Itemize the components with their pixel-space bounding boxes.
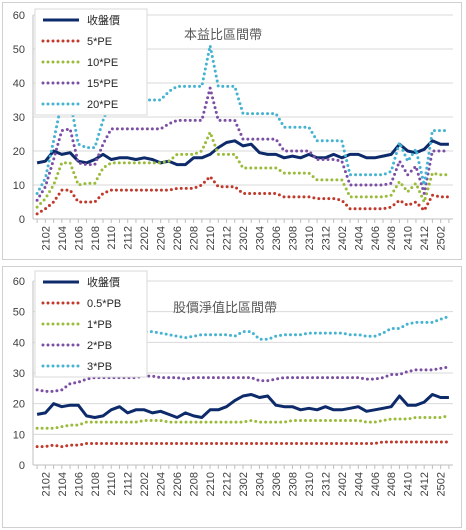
x-tick-label: 2410 <box>403 472 415 496</box>
legend-label-2: 1*PB <box>87 319 112 331</box>
x-tick-label: 2404 <box>353 226 365 250</box>
x-tick-label: 2110 <box>106 472 118 496</box>
series-line-1 <box>35 440 451 449</box>
y-tick-label: 60 <box>13 10 25 22</box>
x-tick-label: 2212 <box>222 472 234 496</box>
x-tick-label: 2312 <box>320 226 332 250</box>
legend-label-1: 0.5*PB <box>87 298 121 310</box>
x-tick-label: 2302 <box>238 472 250 496</box>
x-tick-label: 2110 <box>106 226 118 250</box>
x-tick-label: 2112 <box>123 472 135 496</box>
x-tick-label: 2204 <box>156 472 168 496</box>
x-tick-label: 2502 <box>436 472 448 496</box>
pb-band-chart: 0 10 20 30 40 50 60 2102 2104 2106 2108 2110 2112 220… <box>13 270 453 496</box>
series-line-2 <box>35 414 451 430</box>
x-tick-label: 2310 <box>304 226 316 250</box>
x-tick-label: 2410 <box>403 226 415 250</box>
x-tick-label: 2102 <box>40 226 52 250</box>
y-tick-label: 40 <box>13 78 25 90</box>
x-tick-label: 2406 <box>370 472 382 496</box>
y-tick-label: 40 <box>13 337 25 349</box>
pb-band-chart-panel: 0 10 20 30 40 50 60 2102 2104 2106 2108 2110 2112 220… <box>2 266 462 528</box>
y-tick-label: 20 <box>13 146 25 158</box>
legend-label-0: 收盤價 <box>87 275 120 289</box>
y-tick-label: 0 <box>19 460 25 472</box>
legend-label-0: 收盤價 <box>87 13 120 27</box>
x-tick-label: 2208 <box>189 472 201 496</box>
legend: 收盤價 0.5*PB 1*PB 2*PB 3*PB <box>34 270 148 378</box>
legend-label-4: 20*PE <box>87 99 118 111</box>
chart-title: 本益比區間帶 <box>184 27 262 42</box>
x-tick-label: 2402 <box>337 472 349 496</box>
legend-label-4: 3*PB <box>87 361 112 373</box>
x-tick-label: 2106 <box>73 226 85 250</box>
y-tick-label: 20 <box>13 399 25 411</box>
legend-label-2: 10*PE <box>87 57 118 69</box>
x-tick-label: 2308 <box>287 226 299 250</box>
x-tick-label: 2112 <box>123 226 135 250</box>
series-line-2 <box>35 130 451 209</box>
x-tick-label: 2208 <box>189 226 201 250</box>
y-tick-label: 60 <box>13 276 25 288</box>
x-tick-label: 2412 <box>419 472 431 496</box>
chart-title: 股價淨值比區間帶 <box>173 300 277 315</box>
y-tick-label: 0 <box>19 214 25 226</box>
x-tick-label: 2202 <box>139 226 151 250</box>
x-tick-label: 2306 <box>271 226 283 250</box>
x-tick-label: 2312 <box>320 472 332 496</box>
x-tick-label: 2210 <box>205 226 217 250</box>
series-line-3 <box>35 86 451 202</box>
x-tick-label: 2104 <box>57 472 69 496</box>
x-tick-label: 2408 <box>386 472 398 496</box>
x-tick-label: 2412 <box>419 226 431 250</box>
x-tick-label: 2108 <box>90 472 102 496</box>
x-tick-label: 2206 <box>172 226 184 250</box>
x-tick-label: 2102 <box>40 472 52 496</box>
x-tick-label: 2306 <box>271 472 283 496</box>
pe-band-chart: 0 10 20 30 40 50 60 2102 2104 2106 2108 2110 2112 220… <box>13 8 453 250</box>
legend-label-3: 15*PE <box>87 78 118 90</box>
x-tick-label: 2408 <box>386 226 398 250</box>
x-tick-label: 2104 <box>57 226 69 250</box>
series-line-3 <box>35 365 451 393</box>
series-line-0 <box>36 393 449 419</box>
x-tick-label: 2406 <box>370 226 382 250</box>
x-tick-label: 2212 <box>222 226 234 250</box>
legend: 收盤價 5*PE 10*PE 15*PE 20*PE <box>34 8 148 116</box>
x-tick-label: 2310 <box>304 472 316 496</box>
x-tick-label: 2210 <box>205 472 217 496</box>
x-tick-label: 2302 <box>238 226 250 250</box>
x-tick-label: 2206 <box>172 472 184 496</box>
y-tick-label: 10 <box>13 429 25 441</box>
legend-label-3: 2*PB <box>87 340 112 352</box>
x-tick-label: 2204 <box>156 226 168 250</box>
y-tick-label: 10 <box>13 180 25 192</box>
y-tick-label: 30 <box>13 112 25 124</box>
legend-label-1: 5*PE <box>87 36 112 48</box>
x-tick-label: 2108 <box>90 226 102 250</box>
series-line-4 <box>35 44 451 195</box>
x-tick-label: 2202 <box>139 472 151 496</box>
x-tick-label: 2106 <box>73 472 85 496</box>
y-tick-label: 30 <box>13 368 25 380</box>
pe-band-chart-panel: 0 10 20 30 40 50 60 2102 2104 2106 2108 2110 2112 220… <box>2 2 462 260</box>
x-tick-label: 2402 <box>337 226 349 250</box>
y-tick-label: 50 <box>13 44 25 56</box>
x-tick-label: 2304 <box>254 226 266 250</box>
x-tick-label: 2502 <box>436 226 448 250</box>
series-line-1 <box>35 175 451 216</box>
x-tick-label: 2308 <box>287 472 299 496</box>
x-tick-label: 2304 <box>254 472 266 496</box>
x-tick-label: 2404 <box>353 472 365 496</box>
series-line-0 <box>36 139 449 167</box>
y-tick-label: 50 <box>13 307 25 319</box>
